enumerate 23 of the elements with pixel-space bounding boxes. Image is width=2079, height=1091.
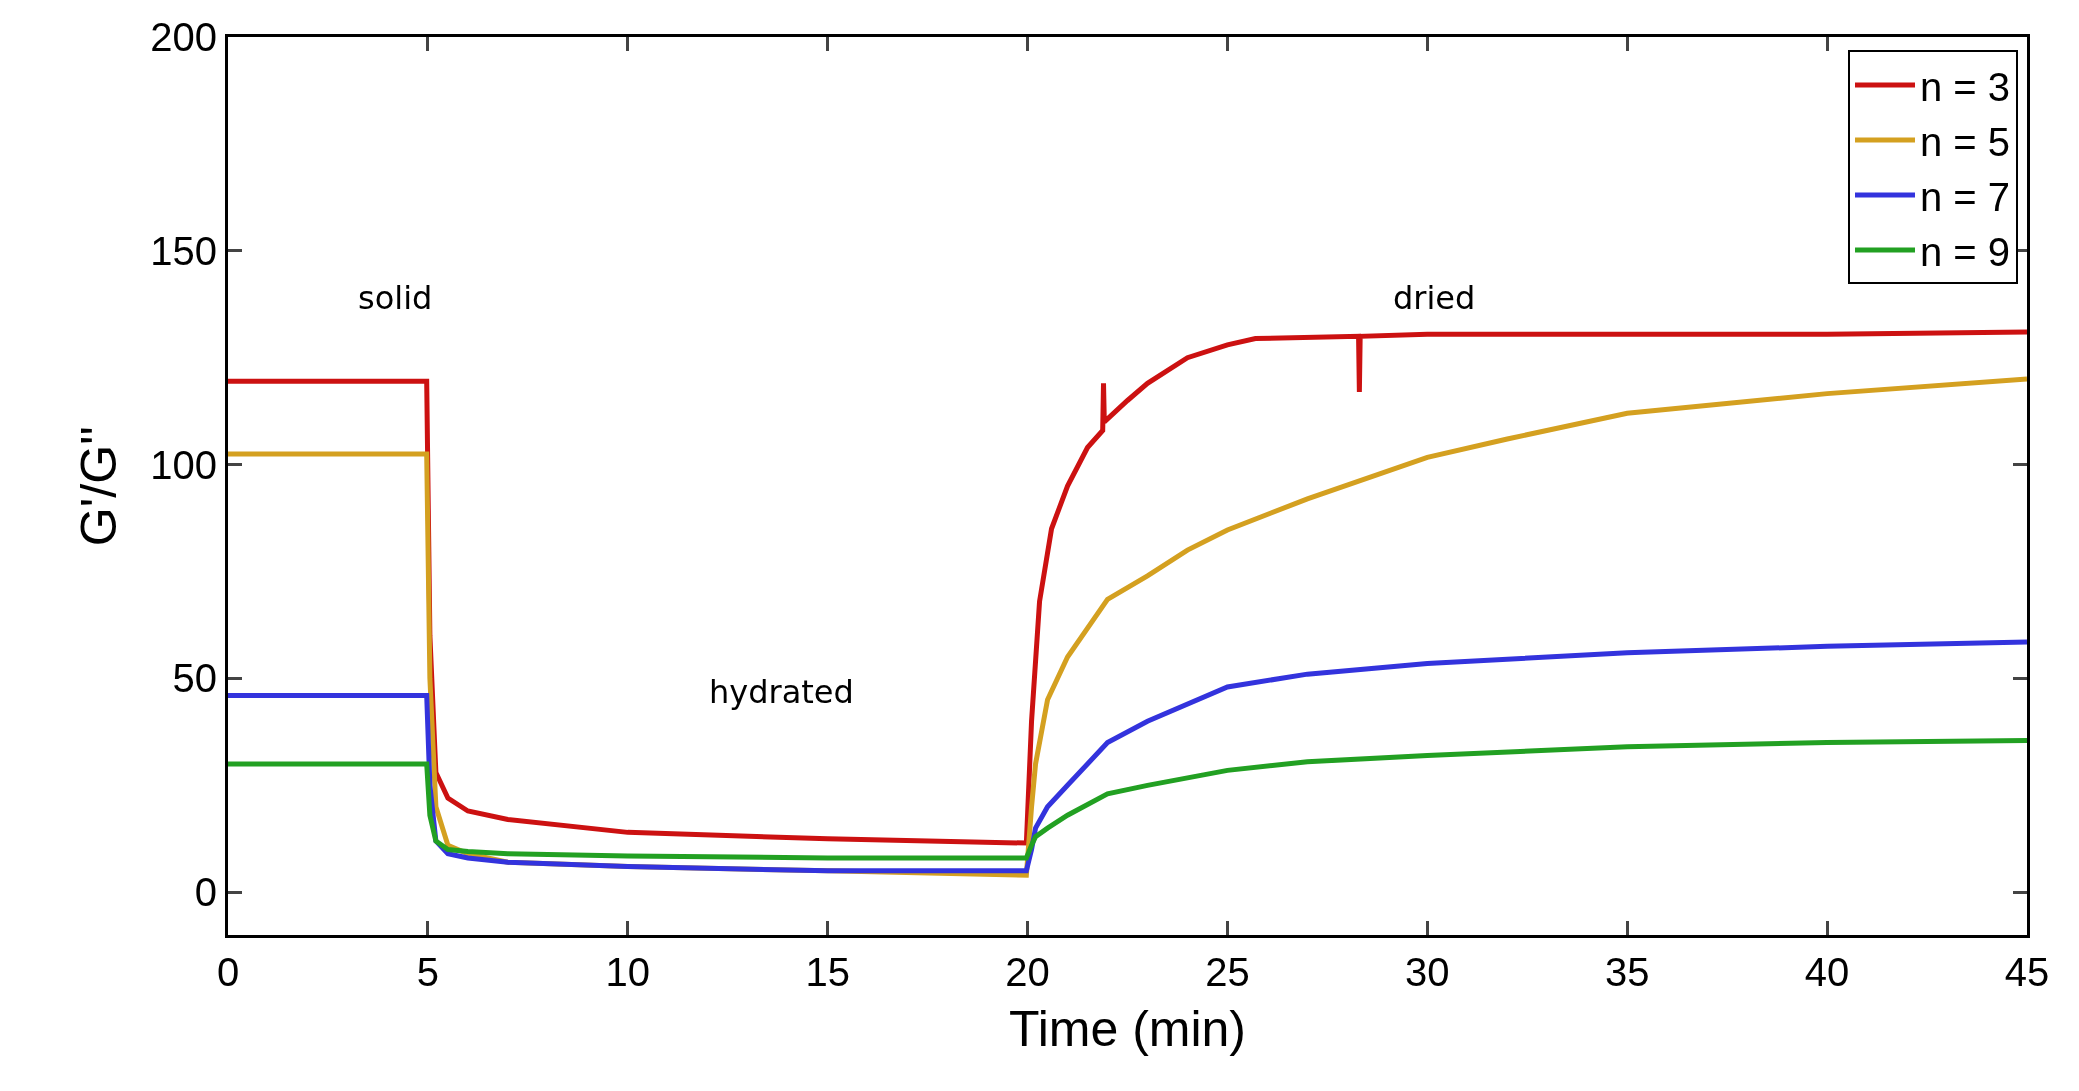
legend-label: n = 9 (1920, 229, 2011, 274)
x-tick-label: 35 (1604, 950, 1650, 994)
legend-label: n = 5 (1920, 119, 2011, 164)
y-tick-label: 100 (150, 442, 217, 487)
x-tick-label: 30 (1405, 950, 1450, 994)
annotation: dried (1393, 279, 1476, 317)
y-tick-label: 50 (172, 656, 217, 701)
legend-label: n = 7 (1920, 174, 2011, 219)
x-tick-label: 5 (416, 950, 440, 994)
x-tick-label: 45 (2004, 950, 2050, 994)
x-tick-label: 10 (605, 950, 651, 994)
x-tick-label: 20 (1005, 950, 1050, 994)
y-tick-label: 0 (194, 870, 217, 915)
y-tick-label: 200 (150, 15, 217, 59)
annotation: solid (358, 279, 433, 317)
x-axis-title: Time (min) (1008, 1000, 1247, 1057)
y-tick-label: 150 (150, 228, 217, 273)
x-tick-label: 15 (805, 950, 850, 994)
legend-label: n = 3 (1920, 64, 2011, 109)
x-tick-label: 40 (1804, 950, 1850, 994)
x-tick-label: 25 (1205, 950, 1250, 994)
annotation: hydrated (709, 673, 854, 711)
y-axis-title: G'/G'' (71, 425, 128, 547)
